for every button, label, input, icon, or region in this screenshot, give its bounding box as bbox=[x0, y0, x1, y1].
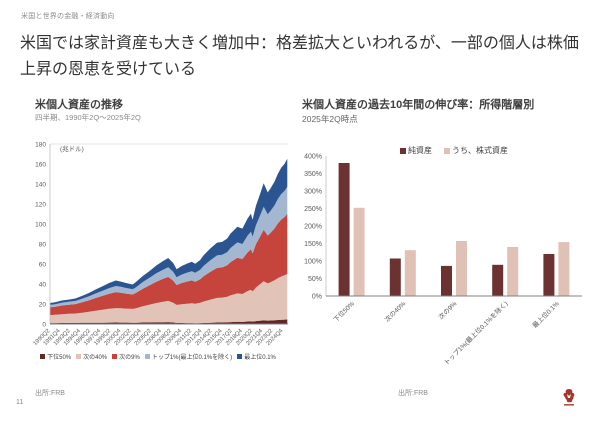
legend-swatch bbox=[76, 354, 82, 359]
legend-swatch bbox=[237, 354, 243, 359]
right-chart-source: 出所:FRB bbox=[398, 390, 428, 397]
legend-item: うち、株式資産 bbox=[444, 145, 508, 156]
bar bbox=[338, 163, 350, 296]
page-number: 11 bbox=[16, 399, 24, 406]
y-axis-unit-label: (兆ドル) bbox=[60, 144, 84, 153]
area-layer bbox=[50, 273, 288, 324]
legend-swatch bbox=[400, 147, 406, 154]
legend-swatch bbox=[144, 354, 150, 359]
y-tick-label: 100% bbox=[304, 259, 322, 266]
y-tick-label: 50% bbox=[308, 276, 322, 283]
area-layer bbox=[50, 213, 288, 316]
y-tick-label: 0% bbox=[312, 294, 322, 301]
right-chart-title: 米個人資産の過去10年間の伸び率：所得階層別 bbox=[302, 99, 535, 111]
y-tick-label: 350% bbox=[304, 171, 322, 178]
y-tick-label: 0 bbox=[42, 321, 46, 328]
category-label: 最上位0.1% bbox=[530, 299, 561, 330]
y-tick-label: 120 bbox=[35, 201, 46, 208]
bar bbox=[507, 247, 519, 296]
legend-item: トップ1%(最上位0.1%を除く) bbox=[144, 352, 233, 361]
legend-label: 純資産 bbox=[408, 146, 432, 155]
left-chart-legend: 下位50% 次の40% 次の9% トップ1%(最上位0.1%を除く) 最上位0.1% bbox=[22, 352, 294, 361]
y-tick-label: 250% bbox=[304, 206, 322, 213]
category-label: 下位50% bbox=[331, 299, 356, 324]
legend-label: トップ1%(最上位0.1%を除く) bbox=[151, 355, 233, 361]
bar bbox=[441, 265, 452, 296]
y-tick-label: 40 bbox=[39, 281, 47, 288]
legend-swatch bbox=[444, 147, 450, 154]
bar bbox=[404, 250, 416, 296]
bar bbox=[353, 207, 365, 296]
y-tick-label: 180 bbox=[35, 141, 46, 148]
y-tick-label: 150% bbox=[304, 241, 322, 248]
legend-label: うち、株式資産 bbox=[452, 146, 508, 155]
legend-label: 最上位0.1% bbox=[244, 355, 276, 361]
personal-assets-area-chart: 020406080100120140160180(兆ドル)1990Q21991Q… bbox=[33, 141, 288, 347]
page-title: 米国では家計資産も大きく増加中：格差拡大といわれるが、一部の個人は株価上昇の恩恵… bbox=[20, 35, 579, 78]
category-label: 次の9% bbox=[436, 299, 458, 321]
legend-item: 次の40% bbox=[76, 352, 107, 361]
right-chart-legend: 純資産 うち、株式資産 bbox=[326, 145, 582, 156]
y-tick-label: 160 bbox=[35, 161, 46, 168]
left-chart-subtitle: 四半期、1990年2Q～2025年2Q bbox=[35, 113, 141, 122]
area-layer bbox=[50, 319, 288, 324]
legend-swatch bbox=[40, 354, 46, 359]
category-label: 次の40% bbox=[382, 299, 407, 324]
y-tick-label: 20 bbox=[39, 301, 47, 308]
y-tick-label: 140 bbox=[35, 181, 46, 188]
legend-label: 下位50% bbox=[47, 355, 72, 361]
y-tick-label: 300% bbox=[304, 189, 322, 196]
area-layer bbox=[50, 186, 288, 308]
legend-swatch bbox=[112, 354, 118, 359]
legend-item: 次の9% bbox=[112, 352, 140, 361]
bar bbox=[543, 254, 555, 296]
header-label: 米国と世界の金融・経済動向 bbox=[21, 13, 115, 20]
company-logo bbox=[563, 389, 575, 406]
legend-label: 次の9% bbox=[119, 355, 140, 361]
left-chart-title: 米個人資産の推移 bbox=[35, 99, 123, 111]
legend-label: 次の40% bbox=[83, 355, 108, 361]
bar bbox=[389, 258, 401, 296]
left-chart-source: 出所:FRB bbox=[35, 390, 65, 397]
legend-item: 純資産 bbox=[400, 145, 432, 156]
legend-item: 下位50% bbox=[40, 352, 71, 361]
y-tick-label: 60 bbox=[39, 261, 47, 268]
area-layer bbox=[50, 158, 288, 305]
bar bbox=[492, 264, 504, 296]
growth-rate-bar-chart: 0% 50% 100% 150% 200% 250% 300% 350% 400% 下位50% 次の… bbox=[304, 154, 582, 367]
y-tick-label: 400% bbox=[304, 154, 322, 161]
bar bbox=[558, 242, 570, 296]
y-tick-label: 80 bbox=[39, 241, 47, 248]
bar bbox=[456, 241, 467, 296]
legend-item: 最上位0.1% bbox=[237, 352, 276, 361]
y-tick-label: 100 bbox=[35, 221, 46, 228]
right-chart-subtitle: 2025年2Q時点 bbox=[302, 114, 358, 124]
y-tick-label: 200% bbox=[304, 224, 322, 231]
